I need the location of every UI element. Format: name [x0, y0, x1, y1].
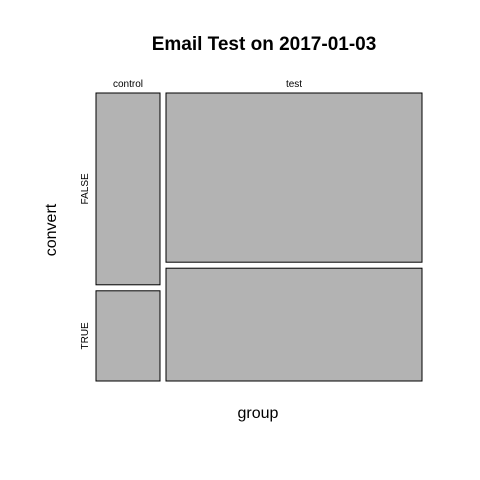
x-category-labels: control test: [113, 79, 302, 90]
x-axis-label: group: [238, 405, 279, 422]
y-axis-label: convert: [43, 203, 60, 256]
mosaic-tiles: [95, 92, 423, 382]
tile-test-false: [165, 92, 423, 263]
y-category-labels: FALSE TRUE: [80, 173, 91, 350]
chart-title: Email Test on 2017-01-03: [152, 34, 377, 55]
y-tick-label-true: TRUE: [80, 322, 91, 350]
x-tick-label-test: test: [286, 79, 302, 90]
tile-test-true: [165, 267, 423, 382]
tile-control-true: [95, 290, 161, 382]
x-tick-label-control: control: [113, 79, 143, 90]
tile-control-false: [95, 92, 161, 286]
y-tick-label-false: FALSE: [80, 173, 91, 204]
